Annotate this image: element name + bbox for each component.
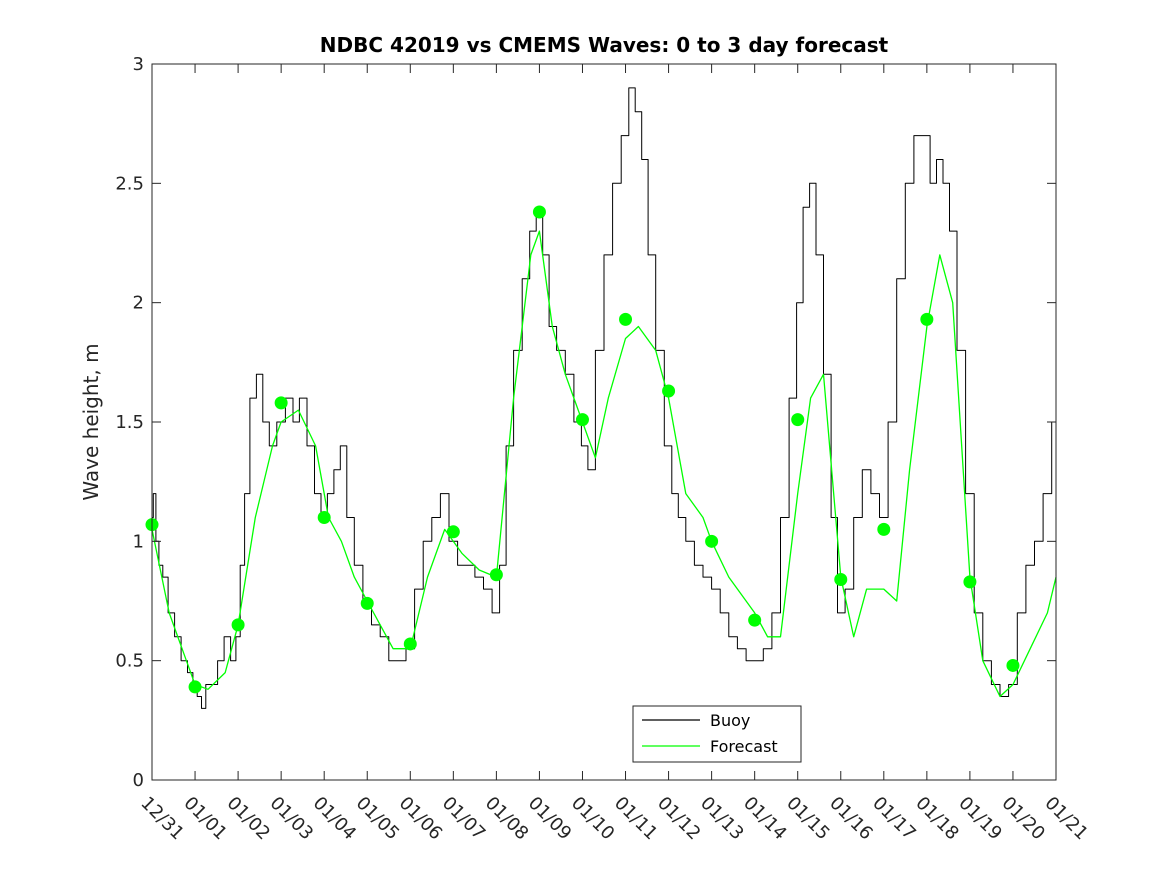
forecast-marker (403, 637, 417, 651)
forecast-marker (360, 596, 374, 610)
forecast-marker (1006, 658, 1020, 672)
forecast-marker (489, 568, 503, 582)
forecast-marker (791, 413, 805, 427)
y-tick-label: 1 (133, 531, 144, 552)
legend: Buoy Forecast (632, 705, 802, 763)
y-tick-label: 2 (133, 293, 144, 314)
forecast-marker (963, 575, 977, 589)
forecast-marker (619, 312, 633, 326)
chart-title: NDBC 42019 vs CMEMS Waves: 0 to 3 day fo… (320, 33, 889, 57)
axes-box (151, 63, 1057, 781)
y-tick-label: 1.5 (115, 412, 144, 433)
y-tick-label: 2.5 (115, 173, 144, 194)
forecast-marker (231, 618, 245, 632)
forecast-marker (532, 205, 546, 219)
forecast-marker (877, 522, 891, 536)
forecast-marker (705, 534, 719, 548)
y-tick-label: 3 (133, 54, 144, 75)
legend-box (632, 705, 802, 763)
forecast-marker (446, 525, 460, 539)
forecast-marker (188, 680, 202, 694)
series-line-forecast (151, 230, 1057, 698)
forecast-marker (748, 613, 762, 627)
y-axis-label: Wave height, m (79, 343, 103, 500)
forecast-marker (575, 413, 589, 427)
legend-label-forecast: Forecast (710, 737, 778, 756)
forecast-marker (834, 573, 848, 587)
plot-area (152, 64, 1056, 780)
forecast-marker (317, 510, 331, 524)
legend-label-buoy: Buoy (710, 711, 750, 730)
series-line-buoy (152, 87, 1056, 709)
forecast-marker (662, 384, 676, 398)
y-tick-label: 0.5 (115, 651, 144, 672)
forecast-marker (920, 312, 934, 326)
series-layer (151, 87, 1057, 709)
y-tick-label: 0 (133, 770, 144, 791)
forecast-marker (274, 396, 288, 410)
